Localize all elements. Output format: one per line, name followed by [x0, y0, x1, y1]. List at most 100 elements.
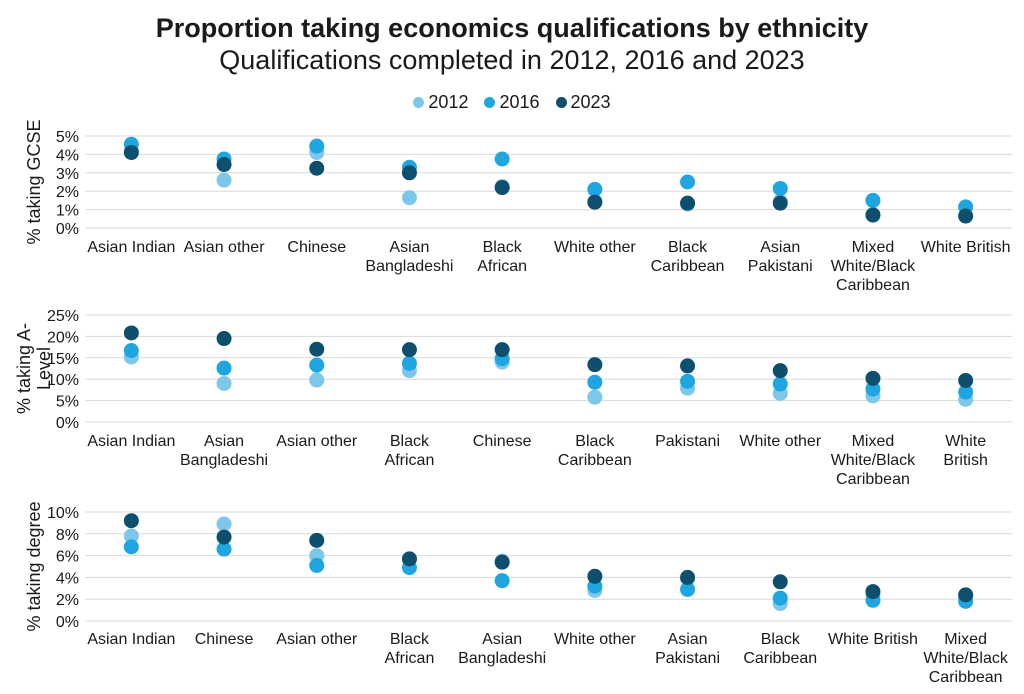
x-tick-label-line: White British	[921, 239, 1011, 256]
point-2016	[587, 181, 603, 197]
x-tick-label: Asian Pakistani	[748, 239, 813, 275]
point-2012	[309, 372, 325, 388]
legend-label-2012: 2012	[428, 92, 469, 112]
legend-item-2016: 2016	[484, 92, 540, 113]
y-tick-label: 0%	[56, 415, 79, 432]
point-2023	[772, 574, 788, 590]
point-2023	[216, 157, 232, 173]
x-tick-label: Mixed White/Black Caribbean	[831, 239, 916, 294]
point-2016	[494, 151, 510, 167]
point-2023	[401, 342, 417, 358]
x-tick-label: Asian other	[276, 433, 358, 450]
y-tick-label: 10%	[47, 505, 79, 522]
x-tick-label-line: Caribbean	[836, 277, 910, 294]
x-tick-label-line: Bangladeshi	[458, 650, 546, 667]
x-tick-label-line: British	[943, 452, 987, 469]
point-2023	[494, 180, 510, 196]
point-2016	[494, 573, 510, 589]
point-2016	[309, 557, 325, 573]
x-tick-label: Asian Bangladeshi	[458, 631, 546, 667]
y-tick-label: 25%	[47, 308, 79, 325]
x-tick-label-line: Asian Indian	[87, 631, 175, 648]
x-tick-label: Mixed White/Black Caribbean	[831, 433, 916, 488]
legend-item-2012: 2012	[413, 92, 468, 113]
x-tick-label-line: Asian Indian	[87, 433, 175, 450]
x-tick-label-line: Asian	[668, 631, 708, 648]
x-tick-label: Asian Indian	[87, 239, 175, 256]
x-tick-label-line: Mixed	[944, 631, 987, 648]
point-2016	[123, 343, 139, 359]
point-2023	[216, 331, 232, 347]
y-tick-label: 5%	[56, 394, 79, 411]
x-tick-label-line: Caribbean	[929, 669, 1003, 686]
y-tick-label: 0%	[56, 221, 79, 238]
point-2023	[309, 341, 325, 357]
x-tick-label-line: White/Black	[831, 452, 916, 469]
y-tick-label: 10%	[47, 372, 79, 389]
point-2023	[309, 160, 325, 176]
point-2016	[401, 355, 417, 371]
point-2023	[587, 568, 603, 584]
y-tick-label: 8%	[56, 527, 79, 544]
x-tick-label-line: African	[477, 258, 527, 275]
legend: 2012 2016 2023	[0, 92, 1024, 113]
x-tick-label: Asian Indian	[87, 433, 175, 450]
x-tick-label-line: Pakistani	[748, 258, 813, 275]
point-2016	[680, 174, 696, 190]
point-2016	[680, 373, 696, 389]
legend-label-2016: 2016	[499, 92, 540, 112]
x-tick-label-line: Caribbean	[558, 452, 632, 469]
y-axis-label-line: Level	[34, 347, 54, 390]
y-tick-label: 20%	[47, 329, 79, 346]
x-tick-label: Black African	[385, 631, 435, 667]
x-tick-label-line: Asian	[204, 433, 244, 450]
x-tick-label: White other	[739, 433, 821, 450]
x-tick-label-line: Mixed	[852, 433, 895, 450]
y-axis-label-line: % taking A-	[14, 323, 34, 414]
x-tick-label-line: Black	[761, 631, 801, 648]
point-2016	[216, 541, 232, 557]
point-2016	[958, 384, 974, 400]
point-2012	[216, 172, 232, 188]
x-tick-label: Asian Indian	[87, 631, 175, 648]
y-axis-label: % taking A-Level	[14, 323, 54, 414]
legend-marker-2023	[555, 97, 567, 108]
x-tick-label: White British	[828, 631, 918, 648]
x-tick-label-line: Asian	[760, 239, 800, 256]
point-2023	[309, 532, 325, 548]
x-tick-label-line: Asian other	[276, 433, 358, 450]
x-tick-label-line: Chinese	[195, 631, 254, 648]
x-tick-label-line: Mixed	[852, 239, 895, 256]
panel-1: 0%1% 2%3% 4%5% % taking GCSE Asian Indian Asi…	[24, 119, 1012, 294]
x-tick-label: Chinese	[287, 239, 346, 256]
point-2023	[680, 195, 696, 211]
x-tick-label-line: Asian	[482, 631, 522, 648]
x-tick-label: White British	[921, 239, 1011, 256]
panel-3: 0% 2% 4% 6% 8% 10%% taking degree Asian Indian…	[24, 501, 1012, 686]
x-tick-label: White other	[554, 631, 636, 648]
point-2023	[772, 363, 788, 379]
legend-marker-2016	[484, 97, 496, 108]
x-tick-label-line: Black	[390, 433, 430, 450]
x-tick-label-line: Black	[483, 239, 523, 256]
x-tick-label: Black Caribbean	[743, 631, 817, 667]
chart-subtitle: Qualifications completed in 2012, 2016 a…	[219, 45, 805, 75]
x-tick-label-line: Chinese	[287, 239, 346, 256]
point-2023	[680, 569, 696, 585]
x-tick-label: Chinese	[195, 631, 254, 648]
point-2012	[401, 190, 417, 206]
point-2023	[494, 554, 510, 570]
x-tick-label-line: Black	[390, 631, 430, 648]
x-tick-label: Black African	[477, 239, 527, 275]
point-2023	[401, 165, 417, 181]
point-2023	[216, 529, 232, 545]
x-tick-label-line: Asian	[389, 239, 429, 256]
point-2023	[958, 372, 974, 388]
point-2023	[865, 207, 881, 223]
point-2016	[309, 138, 325, 154]
x-tick-label-line: White/Black	[831, 258, 916, 275]
x-tick-label-line: White	[945, 433, 986, 450]
x-tick-label: White other	[554, 239, 636, 256]
point-2023	[123, 145, 139, 161]
